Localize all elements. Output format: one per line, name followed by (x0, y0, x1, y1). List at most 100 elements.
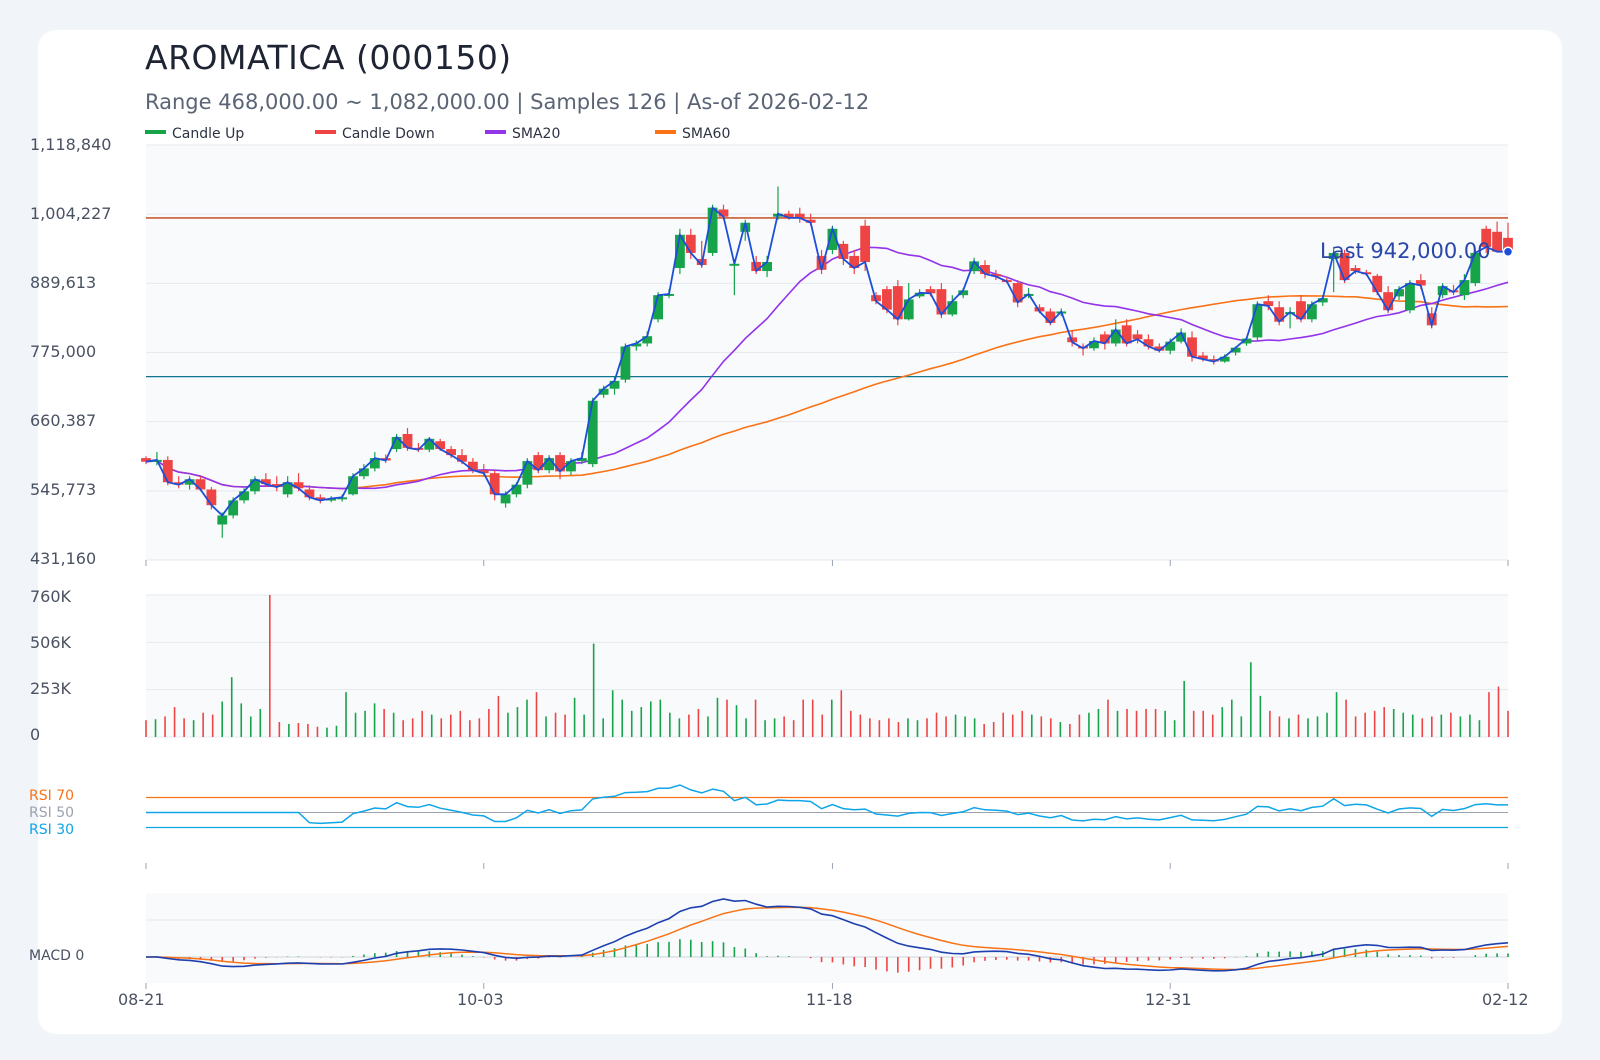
candle-down (533, 455, 544, 471)
candle-up (587, 400, 598, 465)
candle-up (631, 343, 642, 347)
candle-down (1154, 346, 1165, 351)
price-tick: 775,000 (30, 342, 96, 361)
candle-down (260, 479, 271, 485)
volume-tick: 506K (30, 633, 72, 652)
candle-down (457, 455, 467, 462)
rsi-axis: RSI 70 RSI 50 RSI 30 (29, 788, 74, 838)
candle-up (642, 336, 653, 344)
rsi-50-label: RSI 50 (29, 805, 74, 821)
price-tick: 889,613 (30, 273, 96, 292)
candle-up (762, 261, 772, 272)
x-tick: 02-12 (1482, 990, 1529, 1009)
sma60-line (145, 294, 1509, 490)
candle-up (969, 261, 979, 272)
price-tick: 545,773 (30, 480, 96, 499)
candle-down (304, 489, 315, 498)
candle-down (860, 225, 871, 262)
legend-label-candle-up: Candle Up (172, 126, 244, 142)
candle-up (391, 436, 402, 450)
candle-up (544, 458, 555, 471)
candle-down (1415, 280, 1426, 286)
candle-down (402, 433, 413, 448)
volume-axis: 760K 506K 253K 0 (30, 587, 72, 744)
candle-up (1219, 356, 1230, 362)
candle-up (1317, 298, 1328, 303)
candle-up (903, 299, 914, 320)
last-price-label: Last 942,000.00 (1320, 239, 1491, 263)
candle-up (1165, 341, 1176, 351)
candle-down (1492, 231, 1503, 252)
candle-up (1394, 289, 1404, 297)
candle-down (1198, 355, 1208, 360)
candle-up (1252, 304, 1263, 338)
candle-down (751, 261, 762, 272)
last-price-marker (1502, 246, 1514, 257)
candle-up (250, 479, 260, 492)
rsi-30-label: RSI 30 (29, 822, 74, 838)
candle-down (1187, 337, 1197, 357)
candle-up (947, 301, 958, 315)
candle-up (740, 222, 751, 232)
candle-up (729, 263, 740, 266)
candle-down (849, 255, 860, 269)
candle-down (1296, 301, 1306, 320)
candle-up (1459, 280, 1470, 296)
candle-down (718, 209, 729, 217)
price-tick: 431,160 (30, 549, 96, 568)
candle-down (467, 461, 478, 471)
candle-down (141, 458, 151, 462)
candle-down (1372, 275, 1383, 293)
candle-up (522, 461, 533, 485)
volume-panel-bg (146, 595, 1508, 737)
chart-title: AROMATICA (000150) (145, 38, 512, 77)
candle-down (816, 255, 827, 270)
rsi-line (146, 784, 1508, 825)
candle-down (555, 455, 565, 472)
x-tick: 10-03 (457, 990, 504, 1009)
candle-up (653, 295, 664, 320)
x-tick: 11-18 (806, 990, 853, 1009)
legend-swatch-sma60 (655, 130, 676, 134)
candle-up (1230, 347, 1241, 353)
candle-up (664, 293, 674, 296)
candle-down (293, 482, 304, 489)
volume-tick: 0 (30, 725, 40, 744)
candle-up (511, 484, 522, 495)
rsi-70-label: RSI 70 (29, 788, 74, 804)
volume-tick: 253K (30, 679, 72, 698)
candle-up (598, 388, 609, 395)
candle-down (1481, 228, 1492, 247)
candle-up (958, 290, 969, 296)
candle-up (326, 498, 337, 501)
candle-up (500, 494, 511, 504)
candle-down (838, 243, 849, 259)
candle-down (1121, 325, 1132, 344)
candle-down (489, 473, 500, 495)
candle-down (315, 497, 326, 501)
x-axis: 08-21 10-03 11-18 12-31 02-12 (118, 990, 1529, 1009)
candle-up (1176, 332, 1187, 342)
candle-up (424, 438, 435, 450)
candle-down (478, 470, 489, 474)
candle-up (566, 461, 576, 472)
candle-up (282, 482, 293, 495)
candle-up (348, 476, 358, 495)
candle-up (184, 479, 195, 485)
candle-down (925, 289, 936, 294)
candle-down (936, 289, 947, 315)
candle-up (1089, 341, 1099, 349)
candle-down (1426, 313, 1437, 326)
candle-down (990, 274, 1001, 277)
legend-swatch-candle-up (145, 130, 166, 134)
candle-up (1241, 338, 1252, 344)
candle-down (805, 219, 816, 223)
candle-down (173, 482, 184, 485)
legend-label-sma60: SMA60 (682, 126, 730, 142)
candle-up (827, 228, 838, 250)
candle-up (609, 380, 620, 389)
candle-down (195, 479, 206, 490)
candle-down (882, 289, 892, 310)
candle-up (369, 458, 380, 469)
candle-up (620, 346, 631, 380)
